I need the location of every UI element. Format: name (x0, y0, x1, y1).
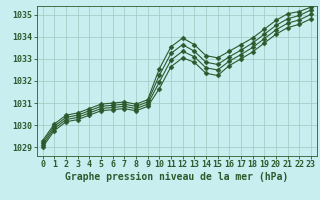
X-axis label: Graphe pression niveau de la mer (hPa): Graphe pression niveau de la mer (hPa) (65, 172, 288, 182)
